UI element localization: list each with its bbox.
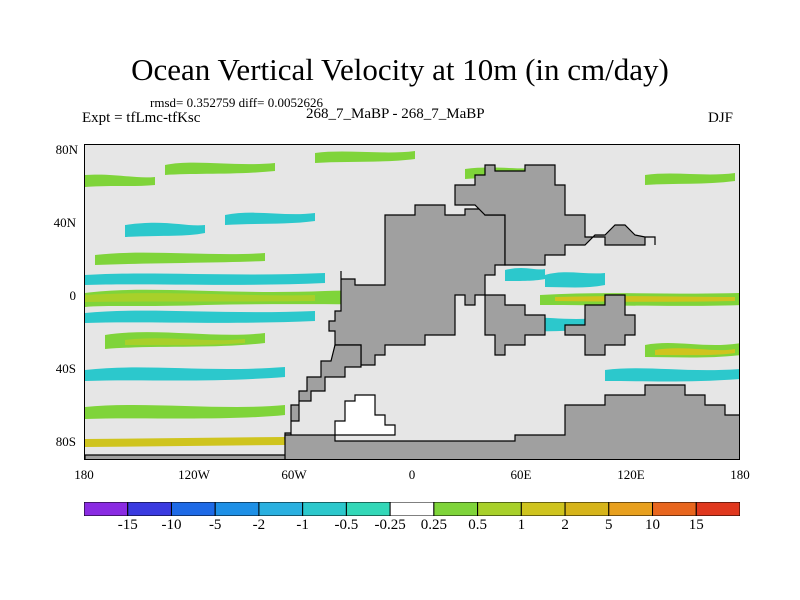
season-label: DJF — [708, 110, 734, 126]
map-canvas — [85, 151, 739, 459]
colorbar-label: 2 — [561, 517, 569, 533]
colorbar-box — [302, 502, 347, 516]
colorbar-box — [84, 502, 129, 516]
colorbar-box — [695, 502, 740, 516]
colorbar-box — [345, 502, 391, 516]
x-tick-180e: 180 — [730, 467, 750, 482]
colorbar-box — [564, 502, 610, 516]
colorbar-label: 5 — [605, 517, 613, 533]
colorbar-box — [652, 502, 697, 516]
colorbar-box — [170, 502, 216, 516]
colorbar-label: 1 — [517, 517, 526, 533]
colorbar-label: -15 — [117, 517, 138, 533]
colorbar-label: -10 — [161, 517, 182, 533]
land-mask — [85, 164, 739, 459]
colorbar-box — [433, 502, 479, 516]
stats-text: rmsd= 0.352759 diff= 0.0052626 — [150, 95, 323, 110]
y-tick-80n: 80N — [55, 142, 78, 157]
colorbar-label: 10 — [645, 517, 661, 533]
colorbar-label: -1 — [296, 517, 309, 533]
colorbar-box — [214, 502, 260, 516]
y-tick-40n: 40N — [53, 215, 76, 230]
map-plot-area — [84, 144, 740, 460]
colorbar-label: -5 — [208, 517, 222, 533]
x-tick-0: 0 — [408, 467, 416, 482]
colorbar-label: -0.5 — [334, 517, 359, 533]
colorbar-label: -2 — [252, 517, 266, 533]
colorbar-label: 0.5 — [468, 517, 487, 533]
y-tick-80s: 80S — [55, 434, 76, 449]
velocity-field — [85, 151, 739, 447]
colorbar-box — [477, 502, 522, 516]
colorbar-label: -0.25 — [374, 517, 406, 533]
x-tick-120e: 120E — [617, 467, 645, 482]
colorbar-box — [520, 502, 566, 516]
colorbar-label: 15 — [688, 517, 704, 533]
experiment-label: Expt = tfLmc-tfKsc — [82, 110, 201, 126]
colorbar — [84, 502, 740, 516]
colorbar-box — [608, 502, 654, 516]
x-tick-60e: 60E — [510, 467, 532, 482]
colorbar-box — [258, 502, 304, 516]
y-tick-40s: 40S — [55, 361, 76, 376]
colorbar-label: 0.25 — [420, 517, 447, 533]
colorbar-box — [127, 502, 172, 516]
plot-title: Ocean Vertical Velocity at 10m (in cm/da… — [131, 52, 669, 87]
x-tick-60w: 60W — [281, 467, 307, 482]
subtitle: 268_7_MaBP - 268_7_MaBP — [306, 106, 485, 122]
colorbar-box — [389, 502, 435, 516]
x-tick-120w: 120W — [178, 467, 210, 482]
x-tick-180w: 180 — [74, 467, 94, 482]
y-tick-0: 0 — [69, 288, 77, 303]
